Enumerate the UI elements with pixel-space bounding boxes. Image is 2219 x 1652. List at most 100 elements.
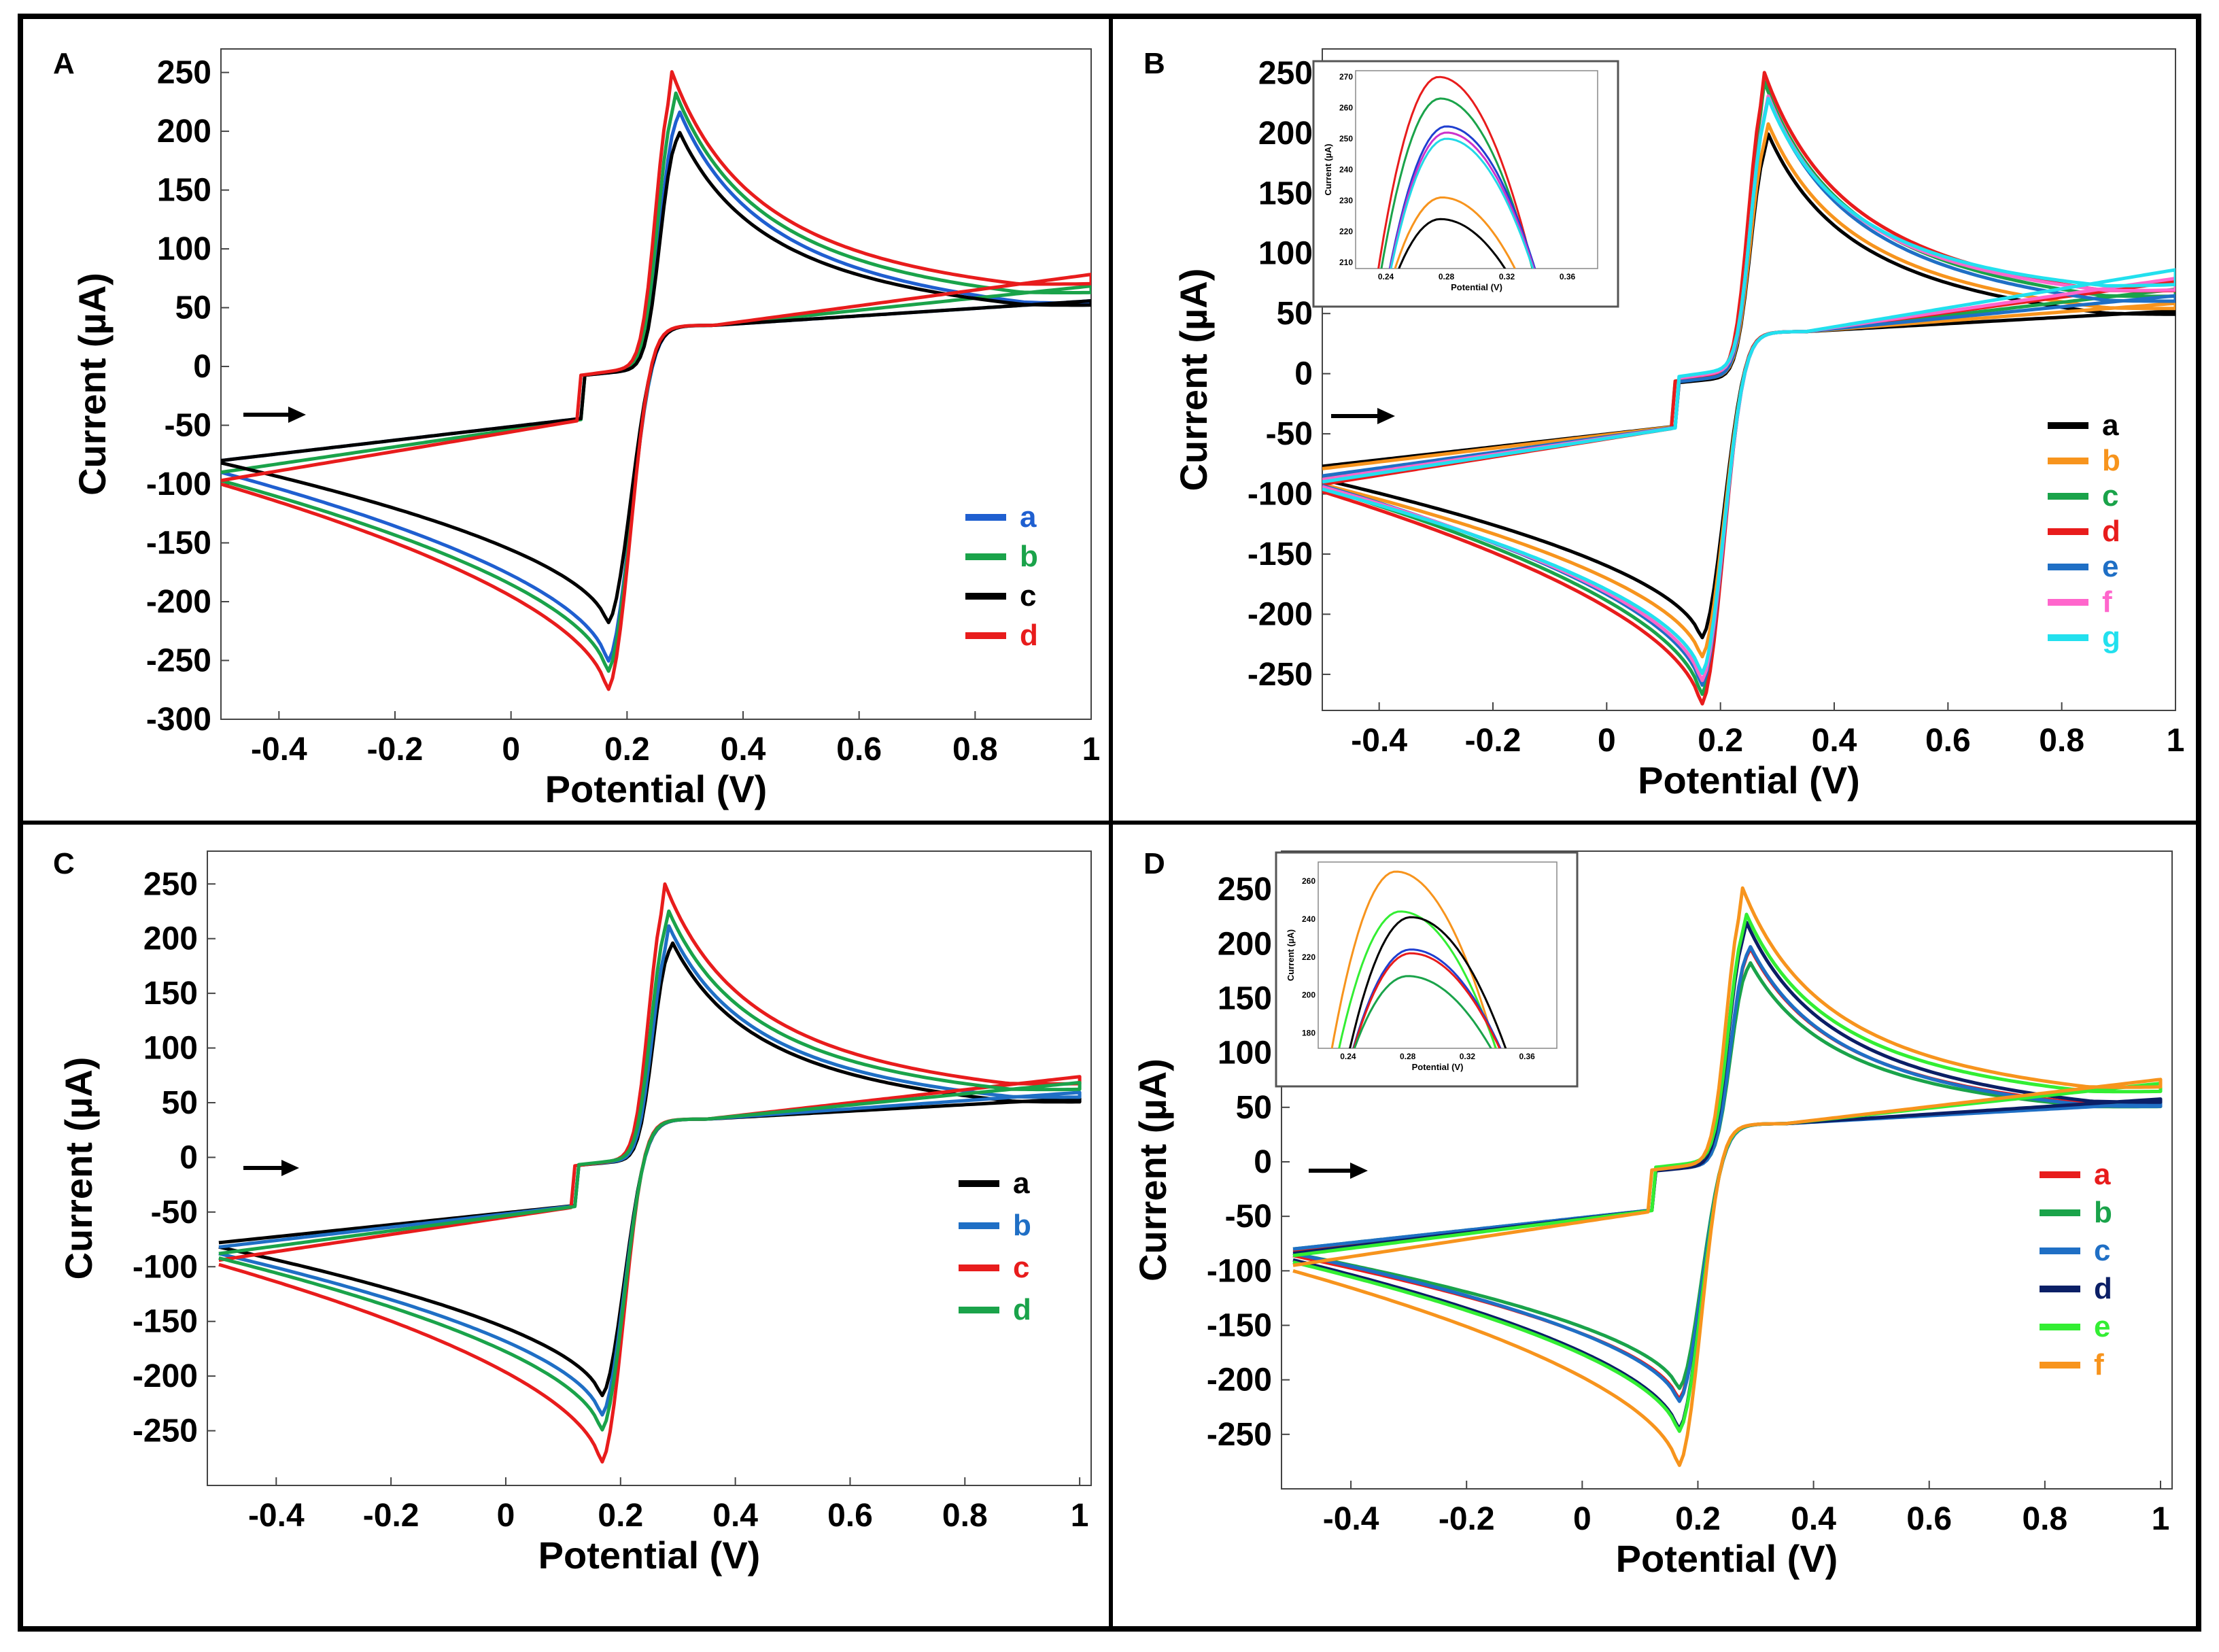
curves-C [218,882,1082,1464]
series-line-d [221,70,1091,691]
legend-label-c: c [2102,479,2118,513]
x-tick-label: 1 [1071,1498,1089,1534]
y-tick-label: -50 [1266,416,1313,452]
legend-label-a: a [2102,409,2119,442]
y-tick-label: 50 [1277,296,1313,332]
x-tick-label: 0.6 [1925,723,1971,759]
y-tick-label: -50 [165,408,211,444]
legend-label-e: e [2102,550,2118,583]
series-line-f [1292,886,2163,1467]
y-tick-label: -200 [146,584,211,620]
plot-area-D [1281,850,2173,1490]
x-tick-label: -0.4 [251,732,307,768]
x-tick-label: 0.6 [836,732,882,768]
y-tick-label: 100 [1258,236,1313,272]
inset-peak-f [1330,870,1497,1048]
y-tick-label: -150 [146,526,211,562]
legend-label-a: a [2094,1158,2111,1191]
inset-y-tick-label: 220 [1302,952,1315,962]
plot-area-B [1322,48,2176,711]
legend-label-c: c [2094,1234,2110,1267]
y-tick-label: -250 [133,1413,198,1449]
y-tick-label: 200 [157,114,211,150]
x-tick-label: 0.6 [1906,1501,1952,1537]
panel-B: B -0.4 -0.2 0 0.2 0.4 0.6 0.8 1 -250 -200 -150 -100 -… [1143,47,2184,802]
y-tick-label: -200 [1207,1362,1272,1398]
x-tick-label: 0.4 [712,1498,758,1534]
inset-x-tick-label: 0.24 [1340,1052,1356,1061]
x-tick-label: 0.4 [1791,1501,1836,1537]
legend-label-b: b [1020,540,1038,573]
y-axis-label: Current (µA) [57,1057,100,1280]
inset-y-tick-label: 200 [1302,991,1315,1000]
legend-label-a: a [1013,1167,1030,1200]
y-tick-label: 200 [1218,926,1272,962]
x-axis-label: Potential (V) [1638,759,1860,802]
y-tick-label: 50 [162,1085,198,1121]
inset-frame [1275,851,1579,1088]
y-tick-label: -200 [1248,596,1313,632]
y-tick-label: 100 [1218,1035,1272,1071]
x-tick-label: -0.2 [367,732,424,768]
scan-direction-arrowhead [1377,408,1395,424]
y-tick-label: 0 [1254,1144,1272,1180]
inset-frame [1312,60,1619,308]
inset-peak-b [1353,975,1492,1048]
y-tick-label: -100 [133,1249,198,1285]
inset-y-tick-label: 240 [1302,914,1315,924]
legend-label-d: d [2102,515,2120,548]
inset-x-tick-label: 0.36 [1560,272,1576,281]
inset-peak-a [1352,952,1501,1048]
y-tick-label: -100 [1207,1253,1272,1289]
inset-x-axis-label: Potential (V) [1451,282,1502,292]
x-tick-label: 0.8 [952,732,998,768]
inset-peak-e [1338,910,1497,1048]
inset-y-tick-label: 210 [1339,258,1353,267]
y-tick-label: 150 [143,976,198,1012]
inset-plot-area [1355,70,1598,269]
inset-x-tick-label: 0.28 [1439,272,1455,281]
y-tick-label: -150 [1248,536,1313,572]
y-tick-label: 150 [157,173,211,209]
y-tick-label: 0 [1294,356,1313,392]
x-tick-label: 0.6 [827,1498,873,1534]
panel-D: D -0.4 -0.2 0 0.2 0.4 0.6 0.8 1 -250 -200 -150 -100 -… [1131,847,2173,1580]
inset-curves [1377,75,1536,269]
y-tick-label: 100 [143,1031,198,1067]
y-tick-label: 250 [1218,872,1272,908]
inset-x-tick-label: 0.32 [1499,272,1515,281]
legend-label-d: d [1013,1293,1031,1326]
inset-B: 0.24 0.28 0.32 0.36 210 220 230 240 250 260 270 Pot… [1312,60,1619,308]
series-line-c [221,131,1091,625]
x-tick-label: 0.2 [604,732,650,768]
legend-label-d: d [1020,619,1038,652]
x-tick-label: 0.2 [1675,1501,1721,1537]
inset-y-axis-label: Current (µA) [1286,929,1296,981]
inset-peak-c [1380,97,1534,269]
x-tick-label: 0 [497,1498,515,1534]
y-tick-label: -300 [146,702,211,738]
x-axis-label: Potential (V) [538,1534,761,1577]
panel-letter-D: D [1143,847,1165,880]
panel-letter-C: C [53,847,75,880]
inset-y-axis-label: Current (µA) [1323,143,1333,195]
x-tick-label: -0.2 [1465,723,1521,759]
inset-peak-g [1390,137,1534,269]
inset-peak-d [1377,75,1534,269]
legend-label-a: a [1020,500,1037,534]
y-tick-label: 250 [157,55,211,91]
x-tick-label: 0.2 [598,1498,643,1534]
inset-x-tick-label: 0.28 [1400,1052,1416,1061]
y-tick-label: -250 [1248,657,1313,693]
inset-y-tick-label: 240 [1339,165,1353,175]
inset-y-tick-label: 230 [1339,196,1353,205]
y-tick-label: 250 [143,866,198,902]
x-tick-label: -0.4 [248,1498,305,1534]
legend-label-b: b [2094,1196,2112,1229]
x-axis-label: Potential (V) [1616,1537,1838,1580]
inset-y-tick-label: 180 [1302,1029,1315,1038]
y-tick-label: -150 [133,1304,198,1340]
curves-A [221,70,1091,691]
x-tick-label: 1 [2167,723,2185,759]
